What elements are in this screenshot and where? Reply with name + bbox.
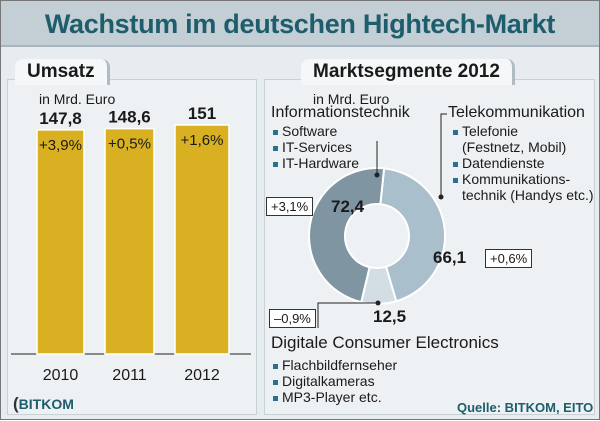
bar-value-label: 148,6 [108,108,151,127]
bar-value-label: 151 [188,104,216,123]
revenue-unit: in Mrd. Euro [39,91,116,107]
bar-2011 [104,127,155,355]
tk-leader-line [440,113,447,197]
tk-value-label: 66,1 [433,248,467,267]
bar-2010 [36,129,85,355]
logo-mark-icon: ( [13,394,19,413]
page-title: Wachstum im deutschen Hightech-Markt [44,9,556,39]
it-item: IT-Services [273,139,352,155]
bar-2012 [174,124,230,355]
source-note: Quelle: BITKOM, EITO [457,400,594,415]
tk-item: Datendienste [453,155,545,171]
donut-slice-informationstechnik [308,167,386,304]
it-leader-dot [374,172,380,178]
it-item: IT-Hardware [273,155,359,171]
ce-item: Digitalkameras [273,373,375,389]
bar-value-label: 147,8 [39,109,82,128]
donut-slice-telekommunikation [379,167,446,303]
ce-heading: Digitale Consumer Electronics [271,333,499,352]
segments-title: Marktsegmente 2012 [301,59,515,85]
it-growth-tag: +3,1% [266,197,314,216]
tk-item: Telefonie [453,123,518,139]
bar-growth-label: +1,6% [181,132,224,149]
ce-leader-dot [375,300,381,306]
ce-item: Flachbildfernseher [273,357,397,373]
bar-growth-label: +3,9% [39,137,82,154]
ce-value-label: 12,5 [373,307,407,326]
tk-item: technik (Handys etc.) [462,187,594,203]
tk-heading: Telekommunikation [448,104,585,121]
tk-leader-dot [438,194,444,200]
revenue-title: Umsatz [15,59,110,85]
title-bar: Wachstum im deutschen Hightech-Markt [1,1,599,47]
tk-item: (Festnetz, Mobil) [462,139,567,155]
bitkom-logo: (BITKOM [13,394,74,414]
ce-growth-tag: –0,9% [269,309,316,328]
it-heading: Informationstechnik [271,104,410,121]
x-tick-label: 2012 [184,367,220,384]
ce-leader-line [317,302,378,328]
it-value-label: 72,4 [331,197,365,216]
x-tick-label: 2011 [112,367,147,384]
tk-growth-tag: +0,6% [485,249,533,268]
it-item: Software [273,123,337,139]
bar-growth-label: +0,5% [108,136,151,153]
logo-text: BITKOM [18,396,74,412]
ce-item: MP3-Player etc. [273,389,382,405]
segments-unit: in Mrd. Euro [313,91,390,107]
tk-item: Kommunikations- [453,171,570,187]
x-tick-label: 2010 [43,367,79,384]
